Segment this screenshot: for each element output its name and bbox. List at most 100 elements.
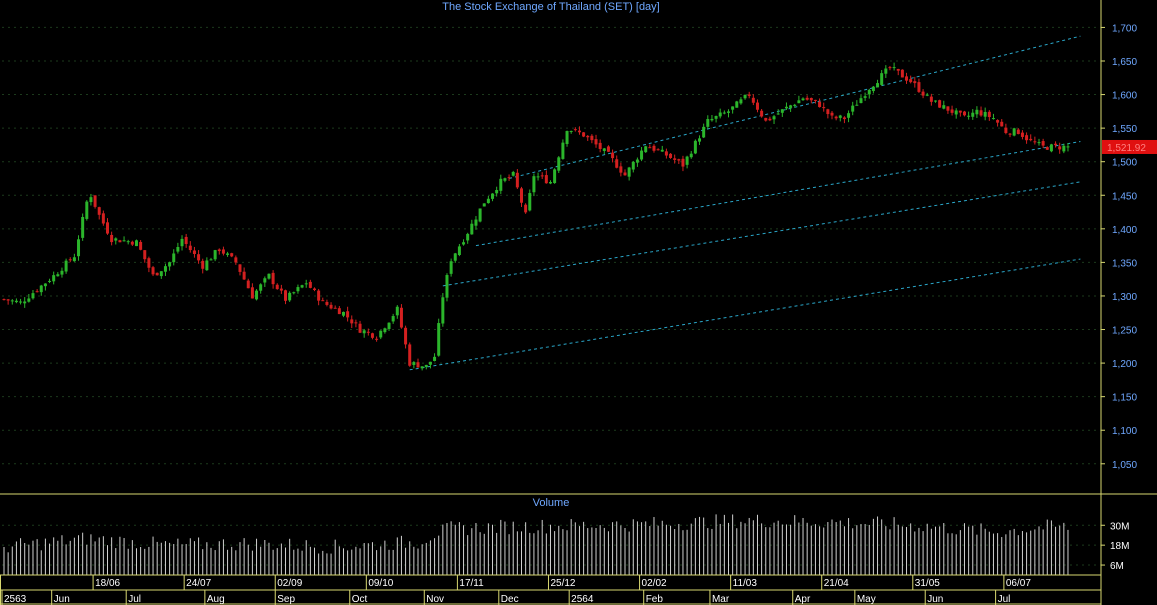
date-label: 02/09 [277,578,302,589]
candle-body [859,98,863,104]
candle-body [867,89,871,95]
candle-body [114,238,118,241]
price-tick-label: 1,400 [1112,225,1137,236]
candle-body [809,97,813,101]
candle-body [801,98,805,101]
candle-body [428,361,432,365]
candle-body [192,250,196,254]
candle-body [673,158,677,160]
month-label: Nov [426,594,444,605]
candle-body [267,273,271,279]
candle-body [325,301,329,305]
candle-body [1020,132,1024,137]
candle-body [56,274,60,277]
candle-body [60,270,64,275]
candle-body [942,105,946,109]
candle-body [246,280,250,289]
candle-body [888,67,892,69]
candle-body [486,198,490,204]
price-tick-label: 1,600 [1112,91,1137,102]
date-label: 25/12 [550,578,575,589]
candle-body [561,142,565,159]
candle-body [805,97,809,100]
candle-body [362,330,366,334]
candle-body [905,76,909,81]
candle-body [474,219,478,226]
candle-body [1029,138,1033,141]
month-label: Jul [998,594,1011,605]
candle-body [772,116,776,120]
candle-body [209,259,213,261]
month-label: Jun [54,594,70,605]
candle-body [420,366,424,369]
candle-body [917,82,921,92]
candle-body [648,147,652,149]
candle-body [851,105,855,112]
candle-body [317,290,321,301]
candle-body [813,99,817,101]
candle-body [1012,128,1016,136]
candle-body [1008,133,1012,135]
candle-body [358,323,362,333]
candle-body [586,135,590,138]
candle-body [793,104,797,106]
candle-body [644,146,648,153]
candle-body [577,130,581,133]
candle-body [640,150,644,160]
candle-body [226,253,230,255]
candle-body [1037,142,1041,144]
candle-body [110,234,114,243]
candle-body [1054,143,1058,146]
candle-body [606,146,610,152]
candle-body [743,94,747,99]
candle-body [242,271,246,280]
candle-body [383,328,387,333]
candle-body [259,284,263,291]
candle-body [143,250,147,260]
price-tick-label: 1,050 [1112,460,1137,471]
candle-body [296,287,300,292]
candle-body [101,213,105,224]
candle-body [896,68,900,71]
candle-body [532,176,536,193]
month-label: Apr [795,594,811,605]
candle-body [764,117,768,121]
candle-body [482,203,486,207]
candle-body [176,247,180,252]
candle-body [354,322,358,324]
candle-body [938,100,942,108]
candle-body [598,142,602,149]
candle-body [664,151,668,156]
volume-tick-label: 30M [1110,521,1129,532]
candle-body [35,291,39,293]
candle-body [991,118,995,120]
candle-body [987,111,991,118]
candle-body [698,138,702,142]
candle-body [416,362,420,368]
candle-body [126,241,130,243]
candle-body [238,264,242,272]
candle-body [255,290,259,300]
candle-body [751,97,755,103]
candle-body [855,104,859,106]
candle-body [747,94,751,96]
candlestick-series [2,62,1070,371]
candle-body [395,306,399,316]
candle-body [842,117,846,120]
candle-body [155,272,159,276]
candle-body [130,241,134,245]
candle-body [714,116,718,119]
date-label: 21/04 [824,578,849,589]
candle-body [511,171,515,176]
candle-body [677,159,681,161]
candle-body [217,249,221,252]
candle-body [292,292,296,294]
candle-body [366,331,370,333]
price-tick-label: 1,250 [1112,326,1137,337]
candle-body [784,106,788,109]
candle-body [6,299,10,301]
candle-body [499,178,503,191]
candle-body [718,112,722,117]
candle-body [375,338,379,340]
